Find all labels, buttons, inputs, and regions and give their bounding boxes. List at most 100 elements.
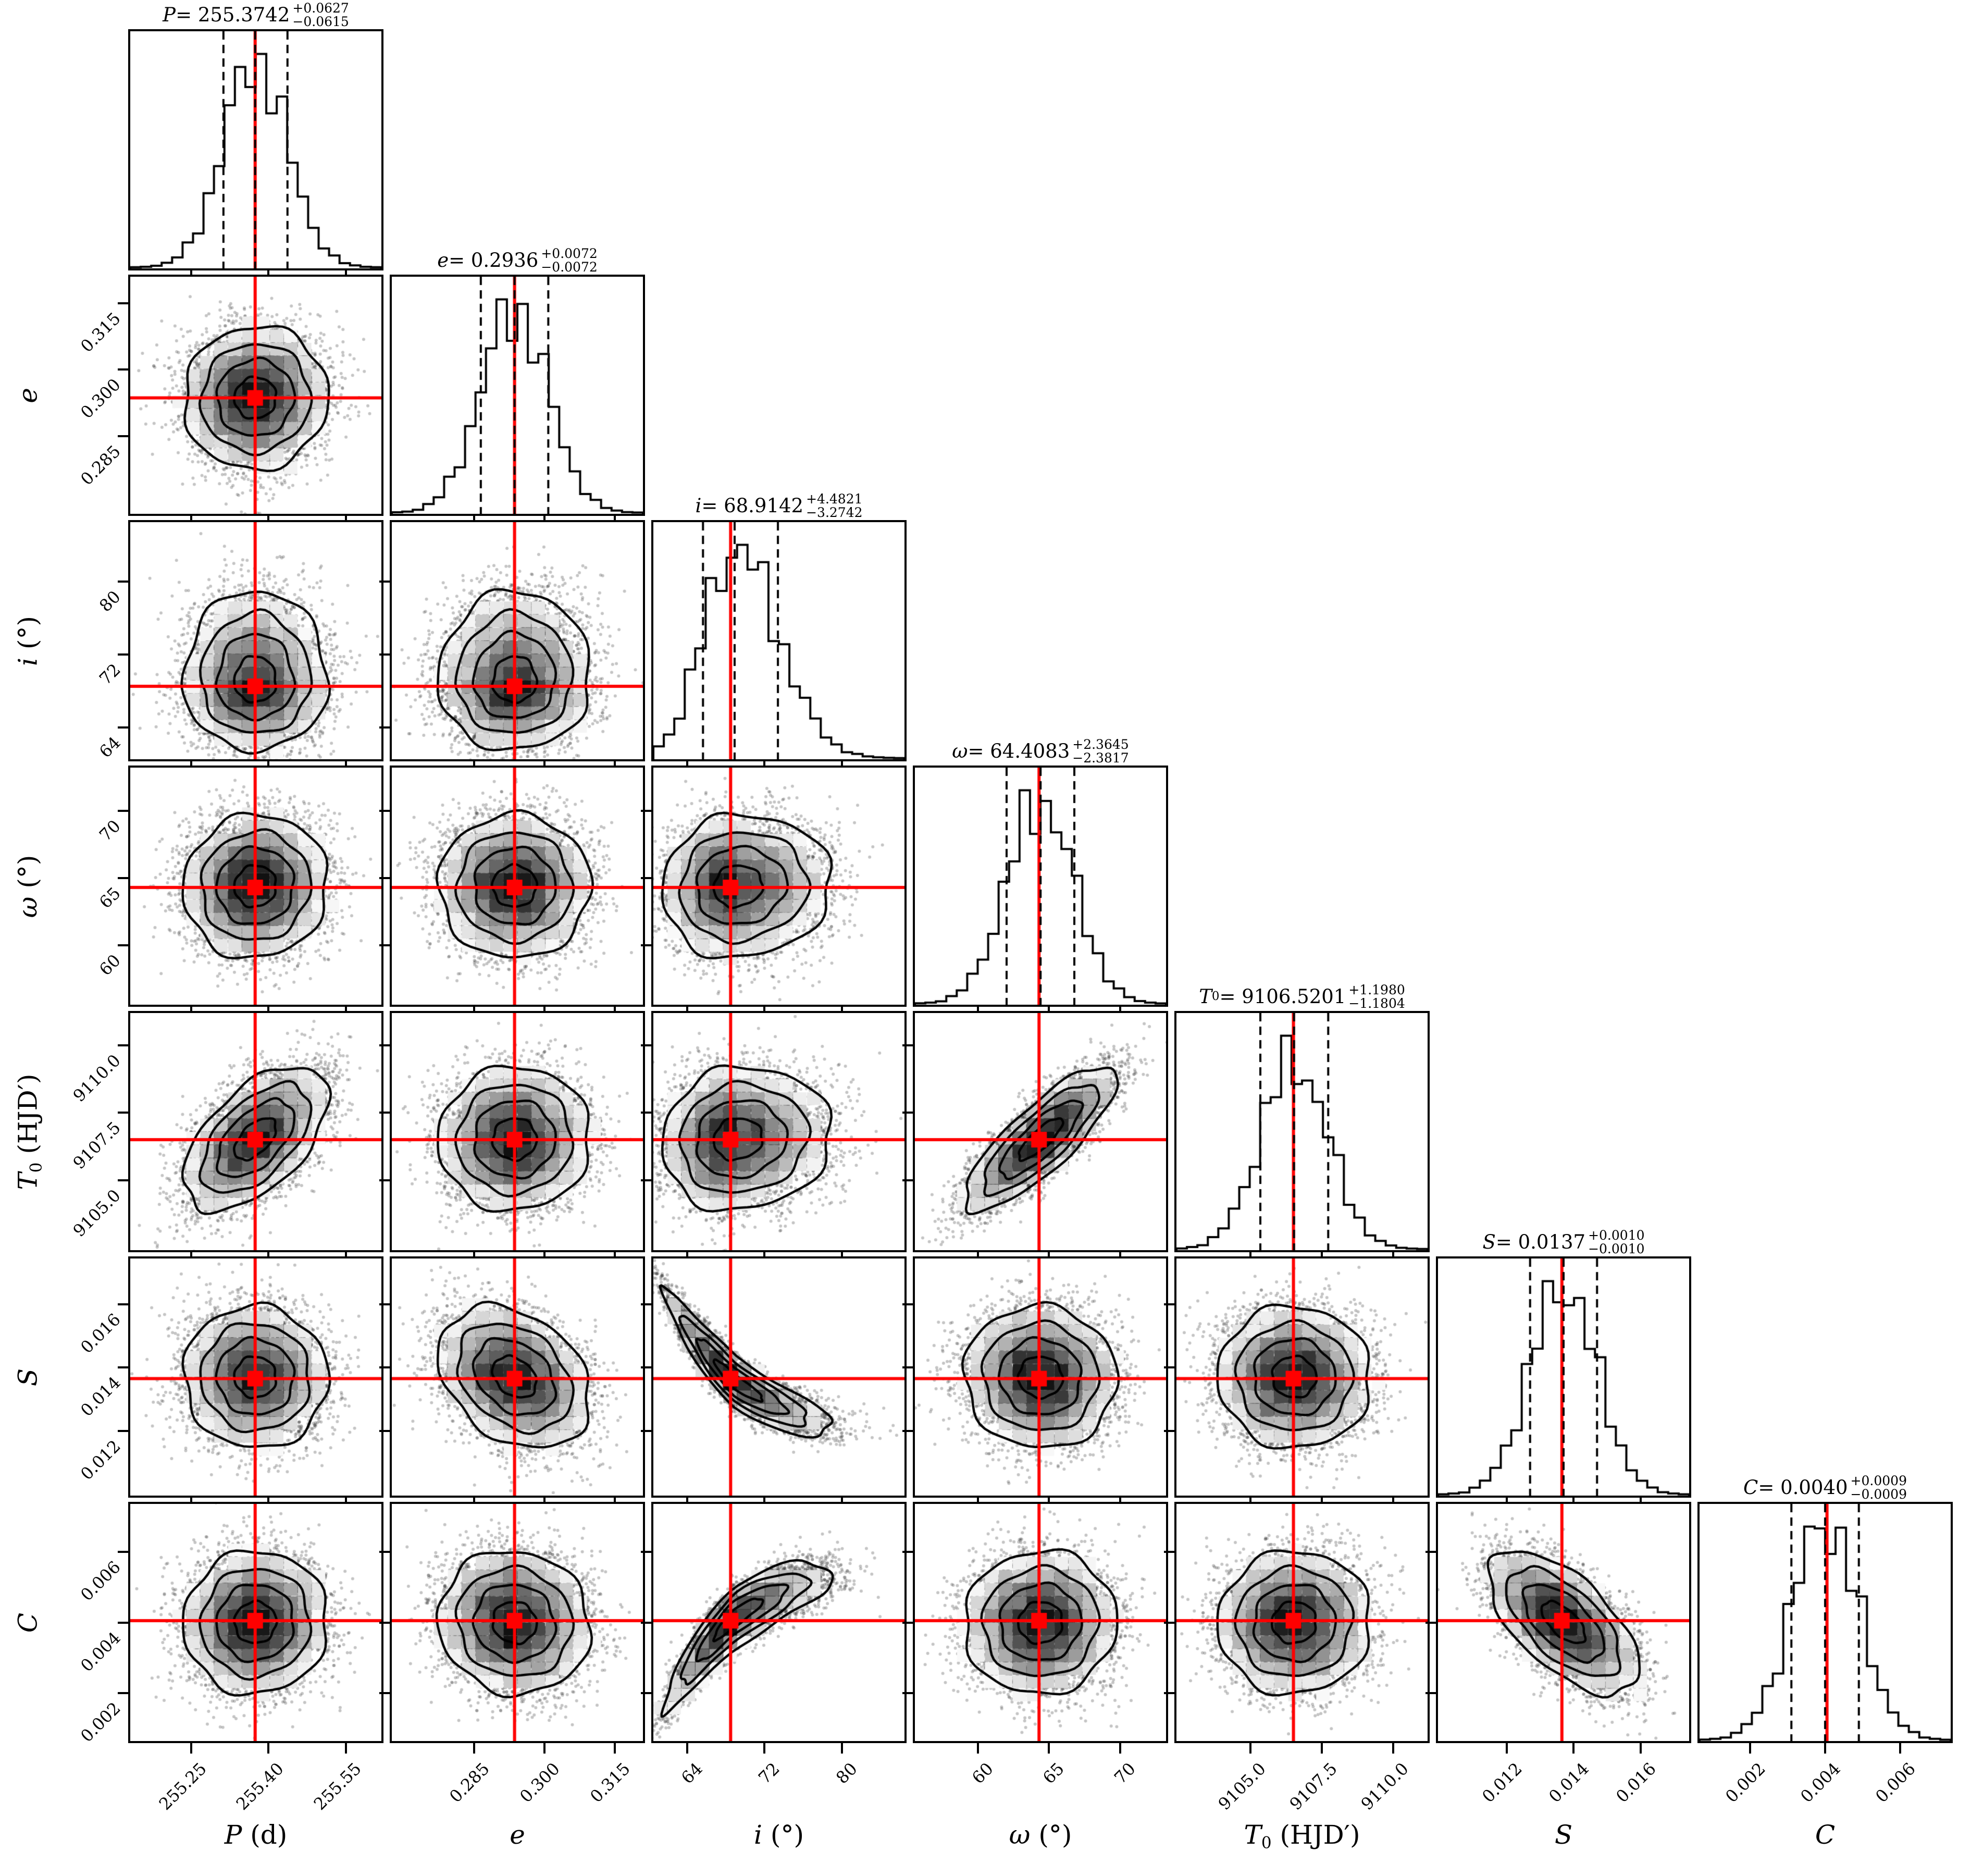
- title-err-minus: −0.0010: [1588, 1241, 1645, 1256]
- x-tick-label-text: 0.014: [1545, 1758, 1593, 1807]
- y-tick-i-1: [118, 653, 128, 656]
- y-tick-S-1: [379, 1366, 390, 1369]
- y-tick-label-text: 0.285: [77, 441, 125, 489]
- y-tick-label-text: 0.315: [77, 308, 125, 356]
- y-axis-title-T0: T0 (HJD′): [13, 1073, 46, 1190]
- y-tick-T0-1: [902, 1112, 913, 1114]
- title-symbol: S: [1482, 1230, 1496, 1253]
- panel-scatter-C-vs-e: [392, 1504, 643, 1741]
- title-uncertainty-stack: +4.4821 −3.2742: [806, 492, 862, 520]
- y-tick-T0-1: [379, 1112, 390, 1114]
- title-value: = 0.0137: [1495, 1230, 1586, 1253]
- y-tick-C-1: [379, 1621, 390, 1624]
- x-tick-label-text: 0.285: [445, 1758, 494, 1807]
- y-tick-T0-2: [379, 1044, 390, 1047]
- title-err-minus: −1.1804: [1348, 996, 1405, 1011]
- y-tick-C-0: [641, 1692, 651, 1695]
- y-tick-label-text: 0.012: [77, 1436, 125, 1484]
- title-err-minus: −2.3817: [1072, 750, 1129, 766]
- title-value: = 0.0040: [1758, 1476, 1848, 1499]
- axis-label-unit: (d): [242, 1820, 288, 1850]
- axis-label-symbol: ω: [1009, 1820, 1031, 1850]
- title-uncertainty-stack: +2.3645 −2.3817: [1072, 737, 1129, 766]
- x-tick-label-text: 255.55: [309, 1758, 365, 1814]
- panel-scatter-S-vs-T0: [1176, 1258, 1428, 1496]
- y-axis-title-e: e: [13, 388, 46, 403]
- y-axis-title-S: S: [13, 1368, 46, 1386]
- title-err-plus: +0.0009: [1850, 1473, 1907, 1488]
- panel-scatter-i-vs-P: [130, 522, 381, 759]
- axis-label-unit: (°): [762, 1820, 804, 1850]
- axis-label-unit: (°): [13, 615, 43, 658]
- y-tick-C-2: [641, 1550, 651, 1553]
- y-tick-S-2: [641, 1303, 651, 1305]
- title-value: = 64.4083: [968, 739, 1070, 762]
- x-tick-P-0: [190, 1743, 192, 1754]
- y-tick-S-1: [902, 1366, 913, 1369]
- panel-scatter-T0-vs-w: [915, 1013, 1166, 1250]
- title-err-plus: +0.0010: [1588, 1227, 1645, 1243]
- x-tick-label-text: 70: [1110, 1758, 1140, 1788]
- y-tick-e-0: [118, 435, 128, 437]
- x-tick-label-text: 80: [832, 1758, 861, 1788]
- axis-label-symbol: S: [1554, 1820, 1573, 1850]
- y-tick-C-0: [379, 1692, 390, 1695]
- panel-hist-P: [130, 31, 381, 268]
- y-tick-C-0: [1425, 1692, 1436, 1695]
- axis-label-unit: (°): [13, 855, 43, 897]
- diag-title-P: P = 255.3742 +0.0627 −0.0615: [42, 1, 470, 29]
- y-tick-i-1: [379, 653, 390, 656]
- x-tick-label-text: 9107.5: [1286, 1758, 1342, 1814]
- panel-scatter-C-vs-S: [1438, 1504, 1689, 1741]
- x-tick-label-text: 0.300: [516, 1758, 564, 1807]
- x-tick-label-text: 0.002: [1721, 1758, 1769, 1807]
- y-tick-C-1: [641, 1621, 651, 1624]
- diag-title-i: i = 68.9142 +4.4821 −3.2742: [565, 492, 993, 520]
- x-tick-T0-2: [1392, 1743, 1395, 1754]
- x-axis-title-T0: T0 (HJD′): [1244, 1820, 1360, 1853]
- y-tick-S-0: [118, 1429, 128, 1432]
- title-symbol: T: [1199, 985, 1212, 1008]
- y-tick-T0-1: [118, 1112, 128, 1114]
- panel-scatter-e-vs-P: [130, 277, 381, 514]
- x-tick-label-text: 0.315: [586, 1758, 634, 1807]
- axis-label-subscript: 0: [1261, 1833, 1272, 1853]
- title-value: = 0.2936: [449, 249, 539, 271]
- x-tick-label-text: 0.012: [1478, 1758, 1526, 1807]
- diag-title-e: e = 0.2936 +0.0072 −0.0072: [303, 246, 732, 274]
- x-tick-i-0: [686, 1743, 688, 1754]
- axis-label-unit: (HJD′): [13, 1073, 43, 1162]
- x-tick-e-0: [473, 1743, 476, 1754]
- y-tick-C-2: [379, 1550, 390, 1553]
- y-tick-w-2: [118, 809, 128, 812]
- y-tick-S-2: [902, 1303, 913, 1305]
- y-tick-label-text: 72: [95, 659, 125, 689]
- panel-scatter-C-vs-P: [130, 1504, 381, 1741]
- title-err-minus: −0.0009: [1850, 1487, 1907, 1502]
- title-symbol: C: [1743, 1476, 1758, 1499]
- y-tick-w-0: [118, 944, 128, 947]
- x-axis-title-e: e: [510, 1820, 525, 1853]
- x-axis-title-C: C: [1815, 1820, 1835, 1853]
- title-symbol: P: [163, 3, 176, 26]
- panel-scatter-T0-vs-i: [653, 1013, 904, 1250]
- y-tick-C-1: [1425, 1621, 1436, 1624]
- panel-hist-e: [392, 277, 643, 514]
- x-tick-label-text: 72: [754, 1758, 784, 1788]
- y-tick-i-0: [118, 726, 128, 729]
- title-symbol: e: [437, 249, 449, 271]
- title-err-plus: +1.1980: [1348, 982, 1405, 997]
- y-tick-T0-0: [379, 1179, 390, 1181]
- y-tick-C-1: [902, 1621, 913, 1624]
- y-tick-label-text: 70: [95, 816, 125, 845]
- x-tick-label-text: 65: [1039, 1758, 1069, 1788]
- y-tick-S-0: [1164, 1429, 1174, 1432]
- diag-title-C: C = 0.0040 +0.0009 −0.0009: [1611, 1474, 1971, 1501]
- axis-label-symbol: e: [13, 387, 43, 403]
- y-tick-w-0: [641, 944, 651, 947]
- y-tick-label-text: 64: [95, 732, 125, 762]
- x-tick-label-text: 0.006: [1871, 1758, 1919, 1807]
- y-tick-S-1: [1164, 1366, 1174, 1369]
- diag-title-S: S = 0.0137 +0.0010 −0.0010: [1349, 1227, 1778, 1256]
